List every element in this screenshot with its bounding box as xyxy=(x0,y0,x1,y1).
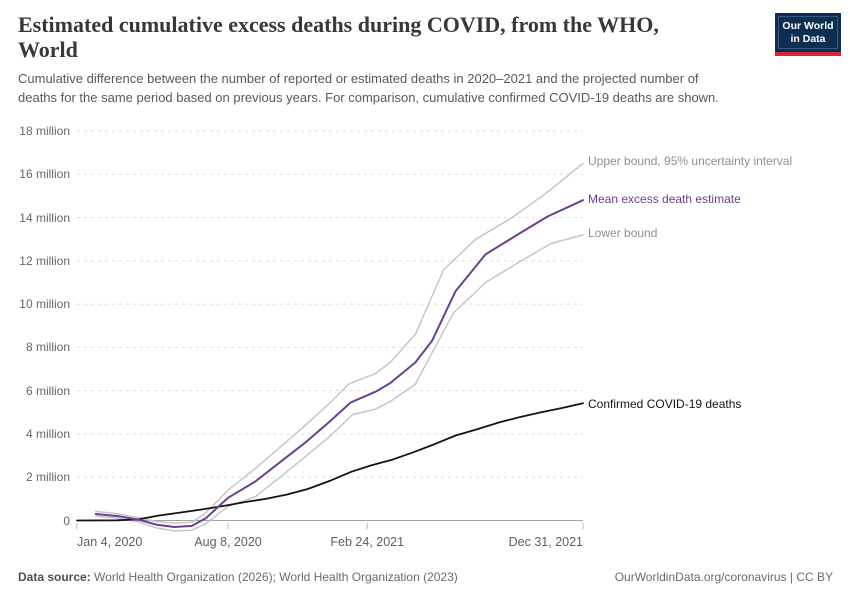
y-axis-label: 4 million xyxy=(25,426,70,441)
y-axis-label: 10 million xyxy=(19,297,70,312)
y-axis-label: 12 million xyxy=(19,253,70,268)
series-line-confirmed_covid_deaths xyxy=(76,402,584,522)
x-axis-label: Dec 31, 2021 xyxy=(508,535,583,549)
y-axis-label: 14 million xyxy=(19,210,70,225)
x-axis-label: Feb 24, 2021 xyxy=(330,535,405,549)
series-line-upper_bound xyxy=(95,162,584,524)
subtitle-line-2: deaths for the same period based on prev… xyxy=(18,89,719,105)
y-axis-label: 6 million xyxy=(25,383,70,398)
y-axis-label: 0 xyxy=(63,513,70,528)
y-axis-label: 18 million xyxy=(19,124,70,138)
data-source-text: World Health Organization (2026); World … xyxy=(90,570,458,584)
title-line-1: Estimated cumulative excess deaths durin… xyxy=(18,12,659,37)
owid-url-license[interactable]: OurWorldinData.org/coronavirus | CC BY xyxy=(614,570,833,584)
y-axis-label: 8 million xyxy=(25,340,70,355)
y-axis-label: 2 million xyxy=(25,470,70,485)
y-axis-label: 16 million xyxy=(19,167,70,182)
owid-logo-text: Our World in Data xyxy=(778,16,838,49)
subtitle-line-1: Cumulative difference between the number… xyxy=(18,71,699,86)
label-mean-excess: Mean excess death estimate xyxy=(588,192,741,206)
page-title: Estimated cumulative excess deaths durin… xyxy=(18,12,753,62)
logo-line-1: Our World xyxy=(782,20,834,32)
owid-logo-box: Our World in Data xyxy=(775,13,841,52)
data-source-note: Data source: World Health Organization (… xyxy=(18,570,458,584)
logo-line-2: in Data xyxy=(790,32,826,45)
x-axis-label: Aug 8, 2020 xyxy=(194,535,262,549)
series-line-mean_excess_deaths xyxy=(94,199,584,528)
title-line-2: World xyxy=(18,37,78,62)
x-axis-label: Jan 4, 2020 xyxy=(77,535,143,549)
label-upper-bound: Upper bound, 95% uncertainty interval xyxy=(588,154,793,168)
owid-logo[interactable]: Our World in Data xyxy=(775,13,841,56)
data-source-label: Data source: xyxy=(18,570,91,584)
logo-red-bar xyxy=(775,52,841,56)
label-confirmed-deaths: Confirmed COVID-19 deaths xyxy=(588,397,742,411)
series-line-lower_bound xyxy=(95,234,584,532)
label-lower-bound: Lower bound xyxy=(588,226,658,240)
chart-subtitle: Cumulative difference between the number… xyxy=(18,70,719,107)
